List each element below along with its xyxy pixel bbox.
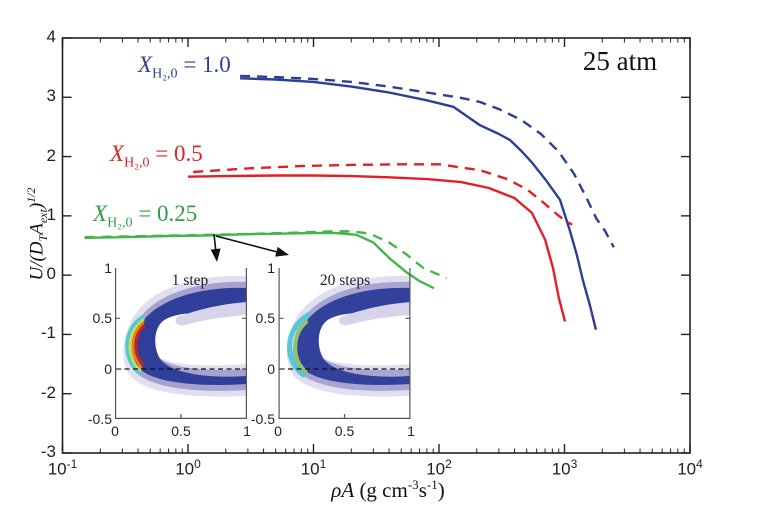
x-tick-label: 100 [175, 457, 201, 479]
curve-label-xh2-1.0: XH₂,0 = 1.0 [138, 52, 231, 82]
inset-y-tick-label: 0 [104, 360, 112, 377]
contour-core-streak [175, 302, 247, 326]
y-tick-label: 0 [46, 264, 56, 284]
x-tick-label: 104 [677, 457, 703, 479]
x-tick-label: 10-1 [47, 457, 78, 479]
inset-arrow-2 [215, 235, 280, 254]
inset-x-tick-label: 1 [243, 423, 251, 439]
contour-arc-green [293, 320, 309, 373]
x-tick-label: 103 [551, 457, 578, 479]
inset-x-tick-label: 0.5 [334, 423, 355, 439]
y-tick-label: 3 [46, 86, 56, 106]
series-xh2-0-1.0-dashed [240, 74, 615, 248]
contour-arc-cyan [125, 315, 144, 375]
inset-y-tick-label: -0.5 [87, 411, 112, 427]
x-tick-label: 102 [426, 457, 452, 479]
inset-axes [115, 268, 247, 419]
curve-label-xh2-0.25: XH₂,0 = 0.25 [93, 201, 198, 231]
y-tick-label: -2 [40, 382, 56, 402]
inset-title-20steps: 20 steps [319, 272, 371, 289]
inset-x-tick-label: 0 [111, 423, 119, 439]
pressure-label: 25 atm [582, 46, 658, 76]
curve-label-xh2-0.5: XH₂,0 = 0.5 [110, 141, 203, 171]
contour-arc-cyan [286, 312, 310, 378]
plot-frame [61, 37, 691, 454]
inset-x-tick-label: 1 [407, 423, 415, 439]
inset-y-tick-label: 0.5 [255, 310, 275, 327]
inset-arrow-head-2 [275, 246, 289, 257]
x-tick-label: 101 [300, 457, 327, 479]
contour-arc-yellow [128, 318, 145, 372]
y-tick-label: 1 [46, 204, 56, 224]
series-xh2-0-1.0-solid [240, 77, 598, 330]
inset-y-tick-label: 1 [267, 260, 275, 276]
x-axis-title: ρA (g cm-3s-1) [331, 477, 445, 502]
series-xh2-0-0.5-dashed [193, 163, 573, 226]
inset-contour-1step [115, 268, 247, 419]
inset-x-tick-label: 0 [274, 423, 282, 439]
y-tick-label: 2 [46, 145, 56, 165]
y-tick-label: -3 [40, 442, 56, 461]
y-tick-label: 4 [46, 27, 56, 46]
inset-arrow-1 [213, 233, 217, 253]
y-tick-label: -1 [40, 323, 56, 343]
series-xh2-0-0.5-solid [187, 174, 567, 322]
inset-y-tick-label: -0.5 [250, 411, 275, 427]
contour-arc-orange [131, 321, 145, 369]
contour-arc-red [134, 324, 146, 366]
inset-arrow-head-1 [210, 248, 221, 262]
inset-x-tick-label: 0.5 [171, 423, 191, 439]
inset-contour-20steps [278, 268, 411, 419]
contour-core-streak [338, 302, 411, 326]
inset-y-tick-label: 0 [267, 360, 275, 377]
inset-title-1step: 1 step [171, 272, 209, 289]
inset-y-tick-label: 1 [104, 260, 112, 276]
series-xh2-0-0.25-dashed [84, 230, 448, 280]
inset-y-tick-label: 0.5 [92, 310, 112, 327]
inset-axes [278, 268, 411, 419]
